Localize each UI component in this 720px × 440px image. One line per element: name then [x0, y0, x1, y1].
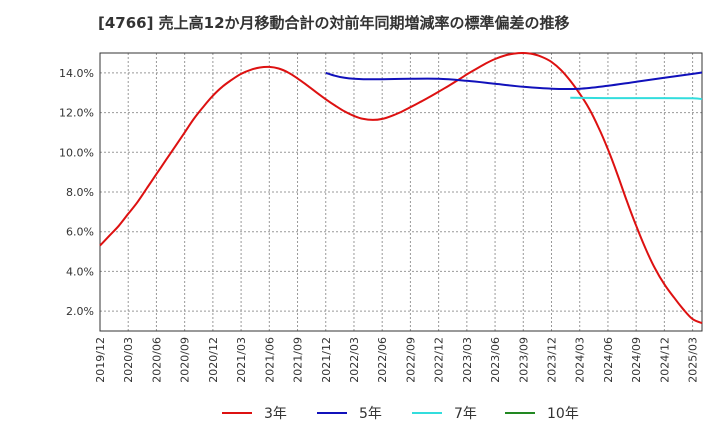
- x-tick-label: 2024/12: [658, 337, 671, 383]
- y-tick-label: 6.0%: [66, 226, 94, 239]
- x-tick-label: 2023/09: [517, 337, 530, 383]
- plot-frame: [99, 52, 703, 332]
- x-tick-label: 2022/03: [348, 337, 361, 383]
- x-tick-label: 2022/12: [433, 337, 446, 383]
- y-tick-label: 10.0%: [59, 146, 94, 159]
- x-tick-label: 2020/12: [207, 337, 220, 383]
- x-tick-label: 2024/09: [630, 337, 643, 383]
- y-tick-label: 14.0%: [59, 67, 94, 80]
- x-tick-label: 2021/06: [263, 337, 276, 383]
- x-tick-label: 2023/12: [546, 337, 559, 383]
- x-tick-label: 2022/09: [404, 337, 417, 383]
- grid-layer: [100, 53, 702, 331]
- series-line-0: [99, 51, 703, 325]
- x-tick-label: 2020/06: [150, 337, 163, 383]
- series-line-2: [570, 96, 703, 101]
- x-tick-label: 2021/12: [320, 337, 333, 383]
- y-tick-label: 2.0%: [66, 305, 94, 318]
- x-tick-label: 2023/06: [489, 337, 502, 383]
- legend-label-2: 7年: [454, 406, 477, 422]
- y-axis: 2.0% 4.0% 6.0% 8.0% 10.0% 12.0% 14.0%: [59, 67, 94, 318]
- legend: 3年 5年 7年 10年: [222, 406, 579, 422]
- y-tick-label: 8.0%: [66, 186, 94, 199]
- x-tick-label: 2024/06: [602, 337, 615, 383]
- x-tick-label: 2023/03: [461, 337, 474, 383]
- series-line-1: [325, 71, 703, 91]
- x-tick-label: 2021/03: [235, 337, 248, 383]
- x-tick-label: 2020/03: [122, 337, 135, 383]
- series-layer: [99, 51, 703, 325]
- x-axis: 2019/12 2020/03 2020/06 2020/09 2020/12 2021/…: [94, 337, 700, 383]
- chart-title: [4766] 売上高12か月移動合計の対前年同期増減率の標準偏差の推移: [98, 14, 570, 32]
- y-tick-label: 4.0%: [66, 265, 94, 278]
- x-tick-label: 2025/03: [687, 337, 700, 383]
- x-tick-label: 2020/09: [179, 337, 192, 383]
- x-tick-label: 2021/09: [292, 337, 305, 383]
- x-tick-label: 2022/06: [376, 337, 389, 383]
- y-tick-label: 12.0%: [59, 107, 94, 120]
- legend-label-0: 3年: [264, 406, 287, 422]
- x-tick-label: 2024/03: [574, 337, 587, 383]
- legend-label-3: 10年: [547, 406, 579, 422]
- x-tick-label: 2019/12: [94, 337, 107, 383]
- legend-label-1: 5年: [359, 406, 382, 422]
